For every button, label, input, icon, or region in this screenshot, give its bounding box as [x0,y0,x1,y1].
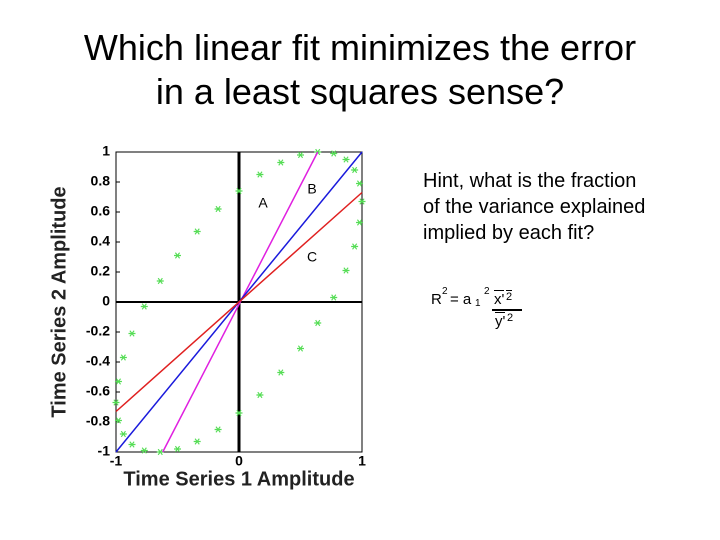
scatter-point [119,430,127,438]
formula-text: 2 [507,312,514,324]
y-tick-label: -0.6 [86,383,110,399]
scatter-point [174,252,181,259]
scatter-point [297,345,304,352]
line-label: C [307,249,317,265]
scatter-point [314,319,322,327]
y-axis-label: Time Series 2 Amplitude [48,186,70,417]
scatter-point [330,294,338,301]
y-tick-label: 0.8 [91,173,111,189]
scatter-point [277,159,285,166]
x-axis-label: Time Series 1 Amplitude [123,468,354,490]
y-tick-label: 0 [102,293,110,309]
formula-text: y' [495,312,506,330]
scatter-point [235,187,243,195]
scatter-point [156,448,164,456]
scatter-point [114,417,122,424]
scatter-point [356,219,364,226]
y-tick-label: -0.2 [86,323,110,339]
scatter-point [277,369,285,376]
scatter-point [330,150,338,157]
scatter-point [140,447,148,454]
scatter-point [140,303,148,310]
formula-text: = a [450,291,472,308]
slide-title: Which linear fit minimizes the error [83,27,637,68]
formula-text: 2 [442,286,448,297]
fit-line [162,151,319,453]
y-tick-label: 1 [102,143,110,159]
scatter-point [342,156,350,163]
formula-text: 1 [475,298,481,309]
y-tick-label: -0.8 [86,413,110,429]
formula-text: 2 [484,286,490,297]
scatter-point [256,391,264,399]
scatter-point [342,267,350,274]
scatter-point [235,409,243,417]
scatter-point [193,438,201,445]
scatter-point [358,198,366,205]
scatter-point [174,445,181,453]
scatter-point [351,243,359,250]
line-label: B [307,181,316,197]
scatter-point [119,354,127,361]
scatter-point [128,441,136,448]
y-tick-label: -1 [98,443,111,459]
line-label: A [258,195,268,211]
formula-text: 2 [506,290,513,303]
scatter-point [193,228,201,235]
scatter-point [351,166,359,174]
scatter-point [297,151,304,159]
formula-text: R [431,291,442,308]
fraction-bar [492,309,522,311]
scatter-point [214,205,222,213]
y-tick-label: 0.2 [91,263,111,279]
scatter-point [114,378,122,385]
y-tick-label: 0.4 [91,233,111,249]
y-tick-label: -0.4 [86,353,110,369]
y-tick-label: 0.6 [91,203,111,219]
fit-line [115,191,363,413]
scatter-point [256,171,264,178]
scatter-point [112,399,120,406]
slide-title: in a least squares sense? [155,71,565,112]
scatter-point [128,330,136,337]
scatter-point [156,277,164,285]
scatter-point [214,426,222,433]
hint-text: implied by each fit? [423,222,595,244]
formula-text: x' [494,290,505,308]
x-tick-label: -1 [110,453,123,469]
x-tick-label: 0 [235,453,243,469]
scatter-point [356,180,364,187]
hint-text: Hint, what is the fraction [423,170,637,192]
x-tick-label: 1 [358,453,366,469]
hint-text: of the variance explained [423,196,646,218]
